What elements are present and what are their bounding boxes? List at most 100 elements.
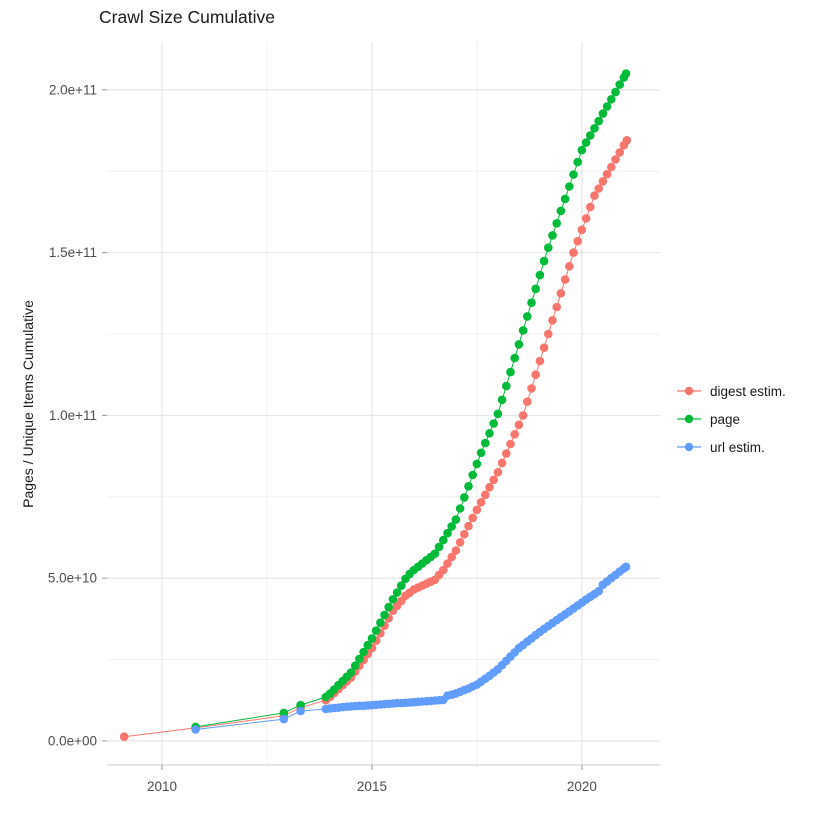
data-point xyxy=(565,262,574,271)
data-point xyxy=(468,513,478,523)
data-point xyxy=(527,384,536,393)
data-point xyxy=(607,95,616,104)
data-point xyxy=(548,316,557,325)
data-point xyxy=(367,634,377,643)
data-point xyxy=(594,586,603,596)
chart-title: Crawl Size Cumulative xyxy=(99,7,276,27)
data-point xyxy=(455,538,465,547)
data-point xyxy=(581,214,591,223)
data-point xyxy=(514,340,524,349)
data-point xyxy=(476,448,486,458)
data-point xyxy=(481,438,490,448)
data-point xyxy=(447,522,457,531)
y-tick-label: 0.0e+00 xyxy=(48,733,97,748)
data-point xyxy=(611,155,620,164)
data-point xyxy=(493,409,503,419)
data-point xyxy=(544,329,553,339)
data-point xyxy=(296,700,305,710)
data-point xyxy=(527,298,536,308)
data-point xyxy=(460,493,469,502)
data-point xyxy=(573,157,582,167)
data-point xyxy=(523,312,532,321)
data-point xyxy=(388,595,398,604)
data-point xyxy=(621,562,631,572)
data-point xyxy=(493,468,503,477)
legend-key-icon xyxy=(677,386,701,396)
y-tick-label: 5.0e+10 xyxy=(48,571,97,586)
x-tick-label: 2010 xyxy=(147,779,177,794)
data-point xyxy=(485,483,494,492)
data-point xyxy=(586,202,595,212)
data-point xyxy=(506,367,515,377)
data-point xyxy=(611,87,620,97)
legend: digest estim. page url estim. xyxy=(676,377,786,461)
data-point xyxy=(577,145,587,155)
data-point xyxy=(560,275,570,284)
data-point xyxy=(544,243,553,252)
legend-item-label: digest estim. xyxy=(710,383,786,399)
data-point xyxy=(535,270,545,280)
data-point xyxy=(476,498,486,507)
data-point xyxy=(586,131,595,140)
data-point xyxy=(430,549,440,558)
data-point xyxy=(598,109,608,118)
legend-item-page: page xyxy=(676,405,786,433)
y-tick-label: 2.0e+11 xyxy=(49,82,97,97)
x-tick-label: 2015 xyxy=(357,779,387,794)
data-point xyxy=(439,565,448,575)
data-point xyxy=(502,449,511,458)
data-point xyxy=(581,138,591,147)
data-point xyxy=(355,654,364,664)
y-tick-label: 1.0e+11 xyxy=(49,408,97,423)
data-point xyxy=(376,618,385,627)
legend-item-label: page xyxy=(710,411,741,427)
data-point xyxy=(590,191,599,200)
data-point xyxy=(548,231,557,240)
data-point xyxy=(279,714,289,724)
data-point xyxy=(434,542,444,552)
data-point xyxy=(602,102,612,111)
data-point xyxy=(472,459,482,469)
data-point xyxy=(607,162,616,172)
data-point xyxy=(556,289,566,298)
data-point xyxy=(523,397,532,407)
data-point xyxy=(502,381,511,391)
data-point xyxy=(279,708,289,718)
data-point xyxy=(569,170,578,179)
data-point xyxy=(359,647,368,657)
data-point xyxy=(363,640,373,650)
data-point xyxy=(119,732,129,741)
data-point xyxy=(531,370,540,380)
data-point xyxy=(569,248,578,257)
legend-key-icon xyxy=(677,414,701,424)
data-point xyxy=(443,528,452,538)
data-point xyxy=(481,490,490,500)
data-point xyxy=(455,504,465,513)
x-tick-label: 2020 xyxy=(567,779,597,794)
data-point xyxy=(552,302,561,312)
data-point xyxy=(590,124,599,133)
data-point xyxy=(464,521,473,531)
legend-item-digestestim: digest estim. xyxy=(676,377,786,405)
data-point xyxy=(518,411,528,420)
y-axis-title: Pages / Unique Items Cumulative xyxy=(20,300,36,508)
data-point xyxy=(573,236,582,246)
legend-key-icon xyxy=(677,442,701,452)
legend-item-urlestim: url estim. xyxy=(676,433,786,461)
data-point xyxy=(371,626,381,635)
data-point xyxy=(577,225,587,235)
data-point xyxy=(565,182,574,191)
data-point xyxy=(510,353,519,363)
data-point xyxy=(621,69,631,78)
data-point xyxy=(497,395,507,405)
data-point xyxy=(464,482,473,491)
data-point xyxy=(346,668,356,677)
data-point xyxy=(447,552,457,562)
data-point xyxy=(443,559,452,568)
data-point xyxy=(191,725,200,734)
data-point xyxy=(615,148,624,157)
data-point xyxy=(497,458,507,468)
data-point xyxy=(472,505,482,515)
